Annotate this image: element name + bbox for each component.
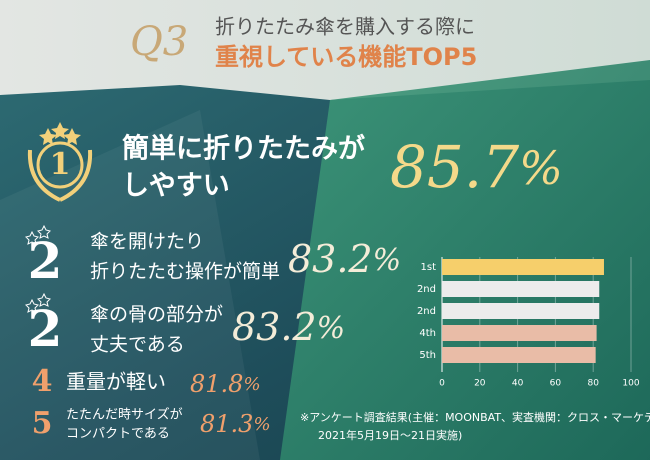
rank-label: 丈夫である <box>90 334 185 356</box>
footnote: ※アンケート調査結果(主催：MOONBAT、実査機関：クロス・マーケティング、 <box>300 410 650 424</box>
rank-label: 重量が軽い <box>66 370 166 394</box>
rank-number: 4 <box>32 364 53 399</box>
stars <box>25 292 51 313</box>
bar <box>442 259 604 275</box>
bar <box>442 303 600 319</box>
value-number: 83.2 <box>288 237 373 281</box>
rank-1-badge <box>27 122 93 202</box>
rank-number: 2 <box>28 299 63 358</box>
y-tick-label: 5th <box>419 350 436 361</box>
rank-label: 傘の骨の部分が <box>90 304 223 326</box>
value-number: 83.2 <box>232 305 317 349</box>
bar-chart: 0 20 40 60 80 100 1st 2nd 2nd 4th 5th <box>417 257 640 389</box>
x-tick-label: 80 <box>587 379 599 389</box>
x-tick-label: 20 <box>474 379 486 389</box>
value-number: 85.7 <box>390 133 519 201</box>
rank-value: 83.2% <box>232 305 345 349</box>
value-unit: % <box>519 141 563 195</box>
value-unit: % <box>373 243 402 278</box>
value-number: 81.8 <box>190 370 243 398</box>
rank-label: 折りたたむ操作が簡単 <box>90 261 280 283</box>
x-tick-label: 60 <box>550 379 562 389</box>
y-tick-label: 1st <box>421 262 437 273</box>
title-line2: 重視している機能TOP5 <box>215 43 477 71</box>
x-tick-label: 0 <box>439 379 445 389</box>
y-tick-label: 2nd <box>417 284 436 295</box>
rank-label: しやすい <box>122 171 230 202</box>
rank-label: コンパクトである <box>66 427 170 442</box>
rank-label: たたんだ時サイズが <box>66 407 183 423</box>
bar <box>442 325 597 341</box>
y-tick-label: 2nd <box>417 306 436 317</box>
rank-number: 1 <box>50 147 71 182</box>
rank-number: 5 <box>32 406 53 441</box>
value-unit: % <box>317 311 346 346</box>
title-line1: 折りたたみ傘を購入する際に <box>215 15 475 39</box>
rank-label: 簡単に折りたたみが <box>122 133 365 165</box>
bar <box>442 347 596 363</box>
stars <box>25 224 51 245</box>
question-number: Q3 <box>130 19 188 65</box>
rank-number: 2 <box>28 231 63 290</box>
value-unit: % <box>253 414 270 435</box>
rank-value: 81.8% <box>190 370 261 398</box>
value-number: 81.3 <box>200 410 253 438</box>
x-tick-label: 40 <box>512 379 524 389</box>
rank-value: 83.2% <box>288 237 401 281</box>
rank-value: 85.7% <box>390 133 563 201</box>
x-tick-label: 100 <box>622 379 639 389</box>
rank-label: 傘を開けたり <box>90 231 204 253</box>
y-tick-label: 4th <box>419 328 436 339</box>
value-unit: % <box>243 374 260 395</box>
footnote: 2021年5月19日～21日実施) <box>318 428 462 442</box>
rank-value: 81.3% <box>200 410 271 438</box>
bar <box>442 281 600 297</box>
